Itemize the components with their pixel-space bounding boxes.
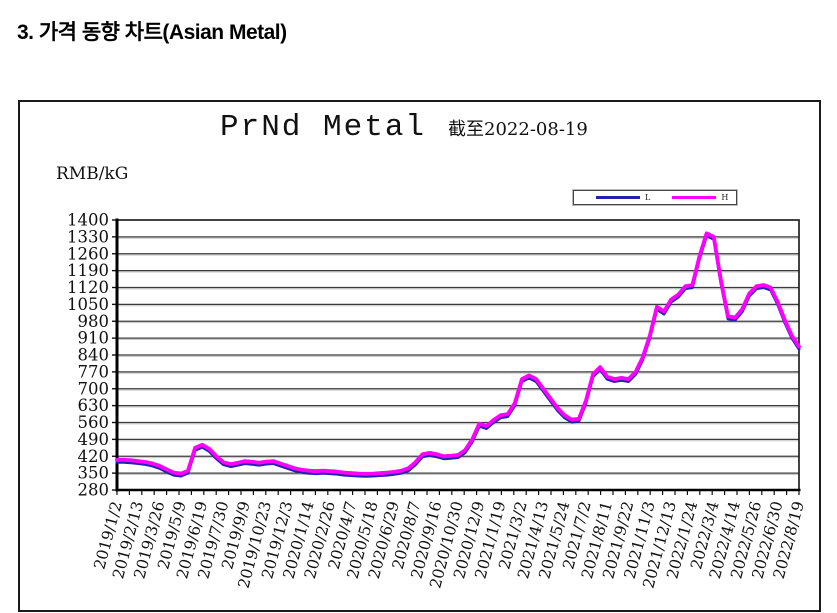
svg-text:1330: 1330 (67, 227, 109, 246)
svg-text:1400: 1400 (67, 211, 109, 230)
svg-text:1050: 1050 (67, 295, 109, 314)
svg-text:700: 700 (78, 379, 110, 398)
svg-text:1120: 1120 (67, 278, 109, 297)
legend-line-h-icon (672, 196, 717, 199)
legend-label-h: H (721, 192, 729, 202)
chart-header: PrNd Metal 截至2022-08-19 (220, 110, 588, 145)
y-axis-unit-label: RMB/kG (56, 164, 129, 184)
chart-panel: PrNd Metal 截至2022-08-19 RMB/kG L H 1400 1… (18, 100, 821, 612)
svg-text:560: 560 (78, 413, 110, 432)
svg-text:840: 840 (78, 346, 110, 365)
svg-text:420: 420 (78, 447, 110, 466)
svg-text:770: 770 (78, 362, 110, 381)
svg-text:490: 490 (78, 430, 110, 449)
legend-item-l: L (596, 192, 651, 202)
svg-text:350: 350 (78, 464, 110, 483)
legend-item-h: H (672, 192, 729, 202)
svg-text:280: 280 (78, 481, 110, 500)
svg-text:980: 980 (78, 312, 110, 331)
legend-label-l: L (645, 192, 651, 202)
svg-text:1260: 1260 (67, 244, 109, 263)
svg-text:1190: 1190 (67, 261, 109, 280)
price-trend-plot: 1400133012601190112010509809108407707006… (67, 211, 808, 591)
svg-text:910: 910 (78, 329, 110, 348)
page-title: 3. 가격 동향 차트(Asian Metal) (17, 21, 287, 44)
legend-line-l-icon (596, 196, 640, 199)
chart-legend: L H (573, 190, 737, 205)
chart-title: PrNd Metal (220, 110, 427, 145)
svg-text:630: 630 (78, 396, 110, 415)
chart-asof-date: 截至2022-08-19 (448, 119, 588, 140)
